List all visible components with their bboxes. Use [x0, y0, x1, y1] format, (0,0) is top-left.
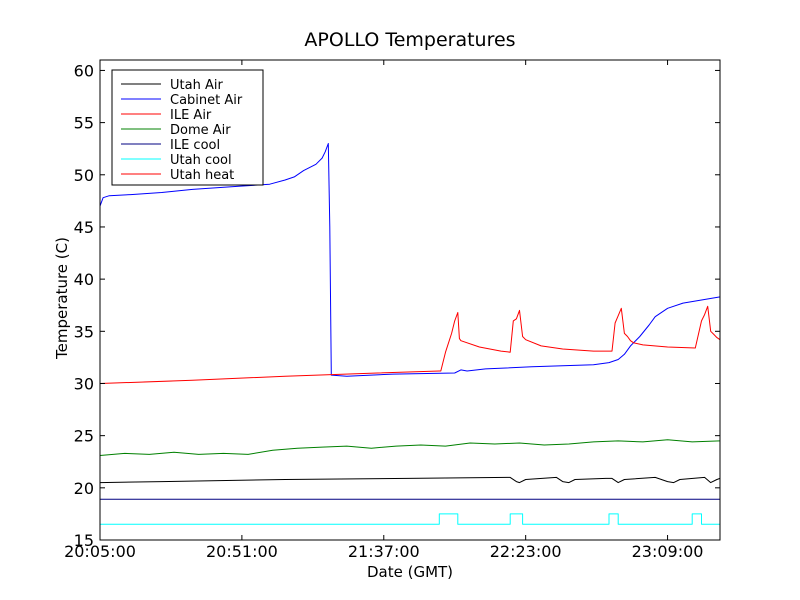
series-line-utah-air — [99, 476, 721, 484]
legend-label-utah-air: Utah Air — [170, 78, 223, 93]
y-tick-label: 60 — [74, 61, 94, 80]
x-tick-label: 23:09:00 — [632, 542, 704, 561]
y-tick-label: 55 — [74, 114, 94, 133]
legend-label-utah-heat: Utah heat — [170, 168, 234, 183]
x-tick-label: 22:23:00 — [490, 542, 562, 561]
y-tick-label: 50 — [74, 166, 94, 185]
plot-area: 15 20 25 30 35 40 45 50 55 60 20:05:00 20:51:00 21:3… — [64, 59, 721, 561]
y-tick-label: 15 — [74, 531, 94, 550]
legend-label-ile-air: ILE Air — [170, 108, 212, 123]
y-tick-label: 30 — [74, 374, 94, 393]
x-tick-label: 20:05:00 — [64, 542, 136, 561]
x-axis-label: Date (GMT) — [367, 563, 453, 581]
chart-title: APOLLO Temperatures — [304, 29, 515, 51]
y-tick-label: 20 — [74, 479, 94, 498]
y-tick-label: 45 — [74, 218, 94, 237]
y-axis-label: Temperature (C) — [53, 237, 71, 360]
legend-label-dome-air: Dome Air — [170, 123, 231, 138]
x-tick-label: 21:37:00 — [348, 542, 420, 561]
y-tick-label: 35 — [74, 322, 94, 341]
legend-label-ile-cool: ILE cool — [170, 138, 220, 153]
axes-frame — [99, 59, 721, 541]
series-line-utah-cool — [100, 513, 720, 525]
series-line-ile-air — [99, 305, 721, 384]
x-tick-label: 20:51:00 — [206, 542, 278, 561]
legend-label-utah-cool: Utah cool — [170, 153, 232, 168]
legend-box — [111, 69, 264, 186]
series-line-cabinet-air — [99, 143, 721, 377]
y-tick-label: 40 — [74, 270, 94, 289]
legend-label-cabinet-air: Cabinet Air — [170, 93, 243, 108]
y-tick-label: 25 — [74, 427, 94, 446]
series-line-dome-air — [99, 439, 721, 456]
